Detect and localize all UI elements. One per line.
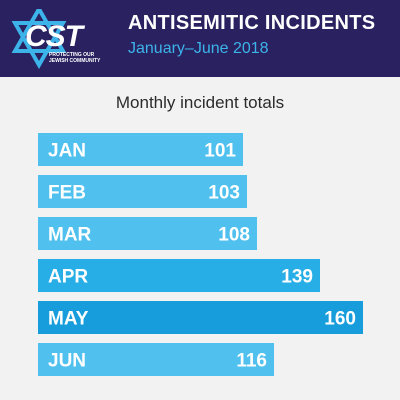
value-label-apr: 139 <box>281 267 313 288</box>
category-label-feb: FEB <box>48 183 86 204</box>
value-label-mar: 108 <box>218 225 250 246</box>
category-label-apr: APR <box>48 267 88 288</box>
value-label-jun: 116 <box>236 351 267 372</box>
category-label-mar: MAR <box>48 225 92 246</box>
value-label-jan: 101 <box>204 141 236 162</box>
value-label-may: 160 <box>324 309 356 330</box>
value-label-feb: 103 <box>208 183 240 204</box>
category-label-jun: JUN <box>48 351 86 372</box>
category-label-jan: JAN <box>48 141 86 162</box>
category-label-may: MAY <box>48 309 89 330</box>
